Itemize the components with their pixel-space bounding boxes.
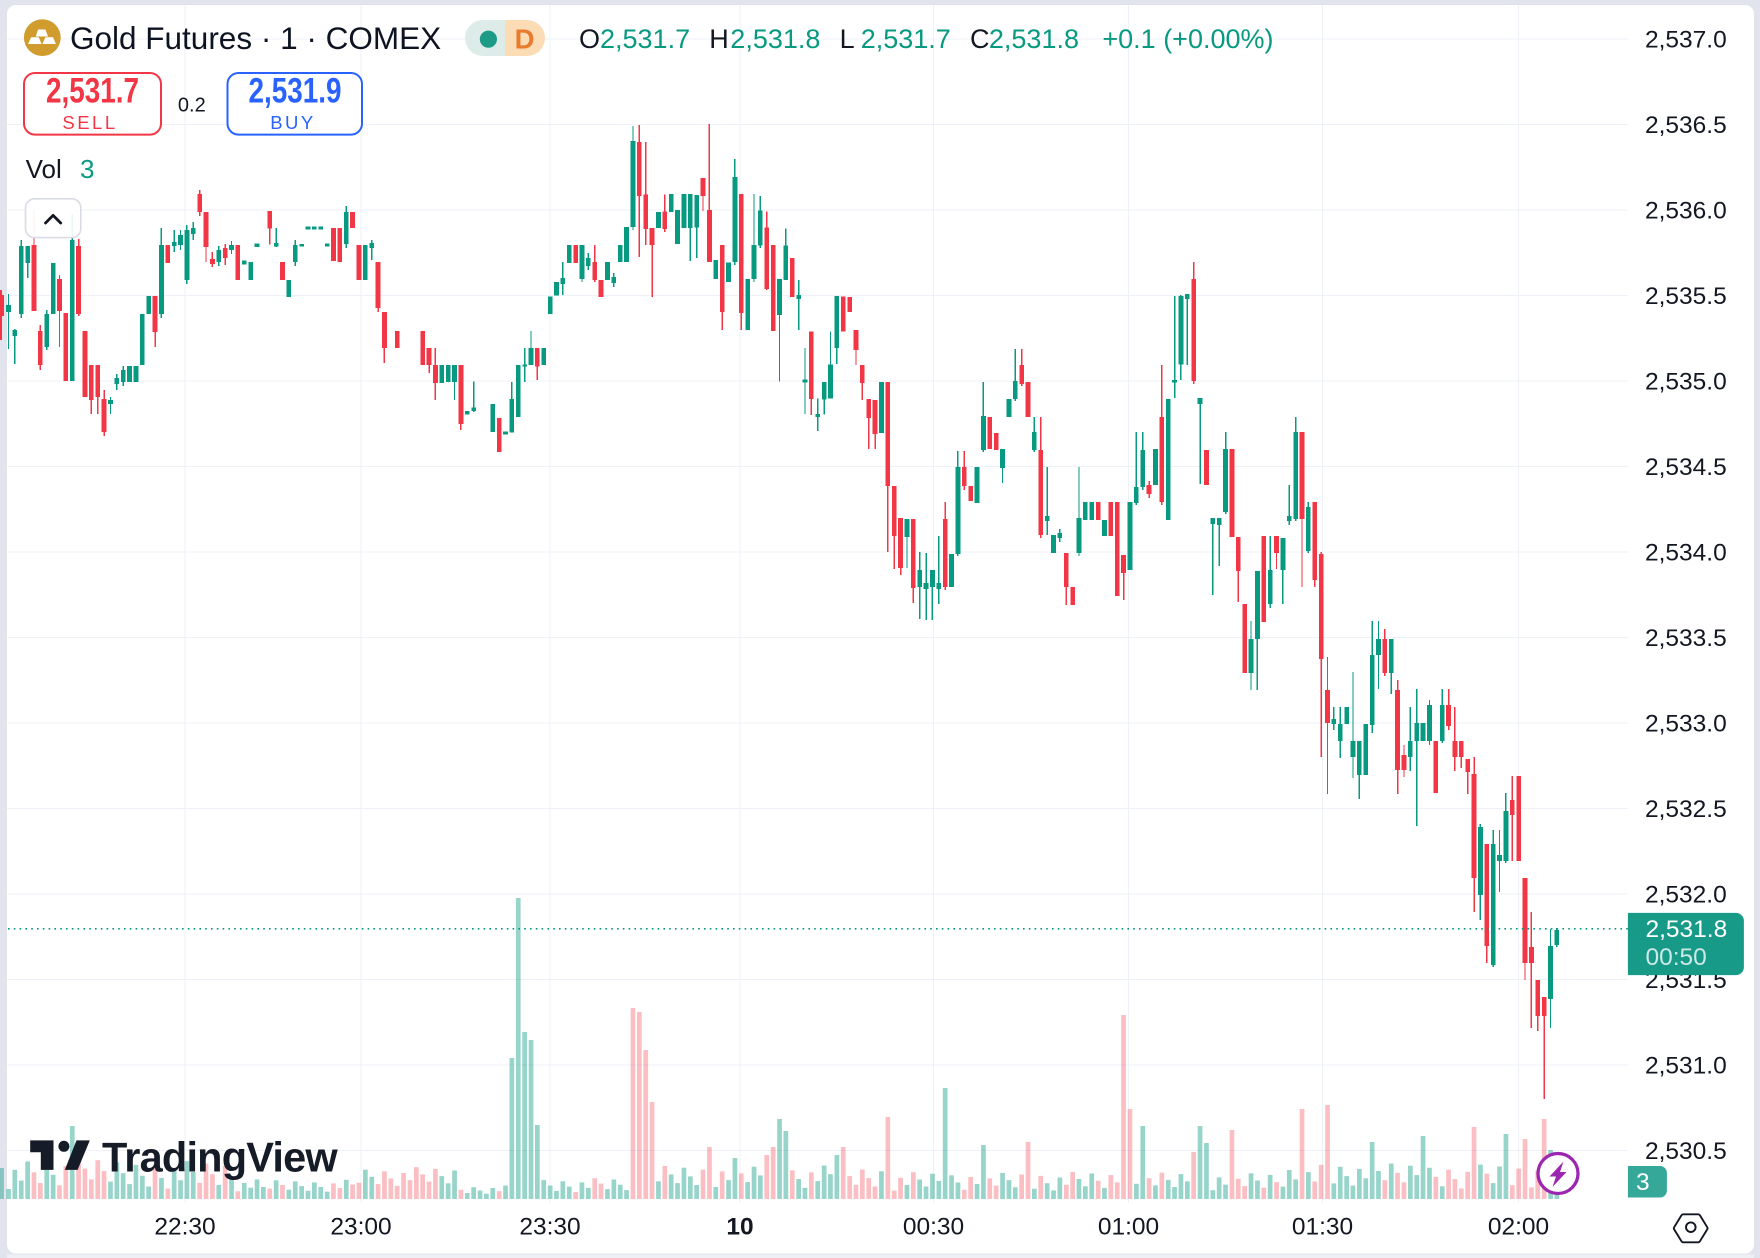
- svg-text:2,534.5: 2,534.5: [1645, 454, 1727, 481]
- svg-text:02:00: 02:00: [1488, 1214, 1549, 1241]
- svg-text:2,531.7: 2,531.7: [46, 72, 139, 111]
- svg-text:2,535.0: 2,535.0: [1645, 369, 1727, 396]
- svg-text:Gold Futures · 1 · COMEX: Gold Futures · 1 · COMEX: [70, 20, 441, 56]
- svg-text:SELL: SELL: [62, 112, 117, 133]
- svg-text:2,531.0: 2,531.0: [1645, 1053, 1727, 1080]
- svg-text:22:30: 22:30: [154, 1214, 215, 1241]
- svg-text:L: L: [840, 24, 855, 54]
- svg-text:01:00: 01:00: [1098, 1214, 1159, 1241]
- svg-text:3: 3: [80, 154, 94, 184]
- svg-text:BUY: BUY: [270, 112, 316, 133]
- svg-text:C: C: [970, 24, 990, 54]
- svg-text:00:30: 00:30: [903, 1214, 964, 1241]
- svg-text:23:00: 23:00: [330, 1214, 391, 1241]
- svg-text:2,535.5: 2,535.5: [1645, 283, 1727, 310]
- svg-text:2,532.5: 2,532.5: [1645, 796, 1727, 823]
- svg-text:2,536.5: 2,536.5: [1645, 112, 1727, 139]
- svg-text:H: H: [709, 24, 729, 54]
- svg-text:2,537.0: 2,537.0: [1645, 27, 1727, 54]
- svg-text:01:30: 01:30: [1292, 1214, 1353, 1241]
- svg-text:2,531.8: 2,531.8: [1646, 916, 1728, 943]
- svg-text:2,530.5: 2,530.5: [1645, 1138, 1727, 1165]
- svg-text:+0.1 (+0.00%): +0.1 (+0.00%): [1102, 24, 1273, 54]
- svg-text:O: O: [579, 24, 600, 54]
- svg-text:23:30: 23:30: [519, 1214, 580, 1241]
- svg-text:10: 10: [726, 1214, 753, 1241]
- svg-text:2,532.0: 2,532.0: [1645, 882, 1727, 909]
- svg-text:2,531.7: 2,531.7: [861, 24, 951, 54]
- svg-text:2,536.0: 2,536.0: [1645, 198, 1727, 225]
- svg-text:2,534.0: 2,534.0: [1645, 540, 1727, 567]
- svg-text:2,531.8: 2,531.8: [989, 24, 1079, 54]
- svg-text:TradingView: TradingView: [102, 1134, 338, 1181]
- svg-text:00:50: 00:50: [1646, 944, 1707, 971]
- svg-text:D: D: [515, 24, 535, 55]
- svg-text:0.2: 0.2: [178, 95, 206, 117]
- svg-text:2,533.0: 2,533.0: [1645, 711, 1727, 738]
- svg-text:2,531.9: 2,531.9: [249, 72, 342, 111]
- svg-text:Vol: Vol: [26, 154, 62, 184]
- svg-text:2,531.8: 2,531.8: [730, 24, 820, 54]
- svg-text:3: 3: [1636, 1169, 1650, 1196]
- svg-text:2,533.5: 2,533.5: [1645, 625, 1727, 652]
- svg-text:2,531.7: 2,531.7: [600, 24, 690, 54]
